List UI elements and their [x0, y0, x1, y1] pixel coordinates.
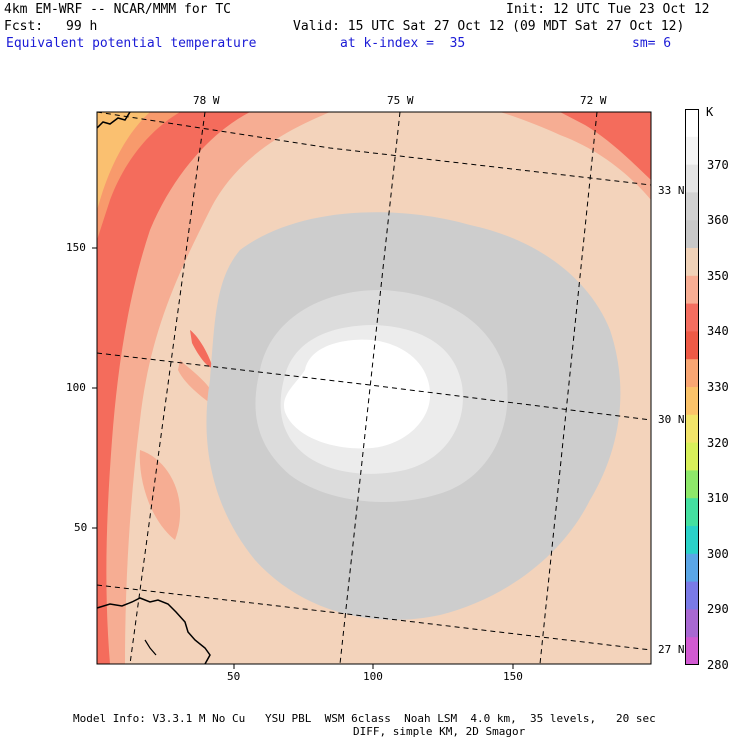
colorbar-swatch — [685, 553, 699, 583]
meridian-72w — [539, 111, 598, 665]
forecast-hour: 99 h — [66, 19, 98, 34]
colorbar-swatch — [685, 359, 699, 388]
parallel-33n — [96, 111, 652, 186]
colorbar-swatch — [685, 442, 699, 471]
coastline-south — [96, 597, 211, 665]
lon-label-78w: 78 W — [193, 94, 220, 107]
colorbar-swatch — [685, 275, 699, 305]
colorbar-swatch — [685, 526, 699, 555]
colorbar-swatch — [685, 248, 699, 277]
colorbar-swatch — [685, 136, 699, 166]
colorbar-swatch — [685, 581, 699, 610]
grid-label-y50: 50 — [74, 521, 88, 534]
colorbar-label: 350 — [707, 268, 729, 283]
colorbar-swatch — [685, 303, 699, 332]
colorbar-label: 300 — [707, 546, 729, 561]
model-diffusion: DIFF, simple KM, 2D Smagor — [353, 725, 526, 738]
lon-label-72w: 72 W — [580, 94, 607, 107]
colorbar-label: 360 — [707, 213, 729, 228]
coastline-north — [96, 111, 131, 129]
smoothing-value: sm= 6 — [632, 36, 672, 51]
forecast-label: Fcst: — [4, 19, 44, 34]
coastline-island — [144, 639, 157, 656]
colorbar-swatch — [685, 637, 699, 665]
meridian-78w — [129, 111, 206, 665]
colorbar-swatch — [685, 331, 699, 360]
colorbar-label: 340 — [707, 324, 729, 339]
colorbar-label: 290 — [707, 602, 729, 617]
colorbar-swatch — [685, 414, 699, 444]
lat-label-27n: 27 N — [658, 643, 685, 656]
colorbar-label: 330 — [707, 380, 729, 394]
grid-label-x50: 50 — [227, 670, 241, 683]
colorbar-label: 310 — [707, 491, 729, 506]
colorbar-label: 280 — [707, 658, 729, 672]
grid-label-y100: 100 — [66, 381, 86, 394]
grid-label-x150: 150 — [503, 670, 523, 683]
contour-fill — [97, 112, 651, 664]
colorbar-swatch — [685, 109, 699, 138]
parallel-27n — [96, 584, 652, 651]
init-time: Init: 12 UTC Tue 23 Oct 12 — [506, 2, 710, 17]
colorbar — [685, 109, 699, 665]
colorbar-unit: K — [706, 105, 714, 119]
parallel-30n — [96, 352, 652, 421]
grid-label-x100: 100 — [363, 670, 383, 683]
grid-label-y150: 150 — [66, 241, 86, 254]
colorbar-swatch — [685, 609, 699, 638]
colorbar-swatch — [685, 470, 699, 499]
colorbar-swatch — [685, 498, 699, 527]
lon-label-75w: 75 W — [387, 94, 414, 107]
colorbar-swatch — [685, 387, 699, 416]
lat-label-30n: 30 N — [658, 413, 685, 426]
axis-ticks — [92, 247, 514, 669]
meridian-75w — [339, 111, 401, 665]
colorbar-frame — [685, 109, 699, 665]
graticule — [96, 111, 652, 665]
colorbar-swatch — [685, 164, 699, 193]
lat-label-33n: 33 N — [658, 184, 685, 197]
colorbar-swatch — [685, 192, 699, 221]
colorbar-swatch — [685, 220, 699, 249]
colorbar-label: 320 — [707, 435, 729, 450]
vertical-level: at k-index = 35 — [340, 36, 466, 51]
valid-time: Valid: 15 UTC Sat 27 Oct 12 (09 MDT Sat … — [293, 19, 685, 34]
model-title: 4km EM-WRF -- NCAR/MMM for TC — [4, 2, 231, 17]
field-name: Equivalent potential temperature — [6, 36, 257, 51]
colorbar-label: 370 — [707, 157, 729, 172]
model-info: Model Info: V3.3.1 M No Cu YSU PBL WSM 6… — [73, 712, 656, 725]
